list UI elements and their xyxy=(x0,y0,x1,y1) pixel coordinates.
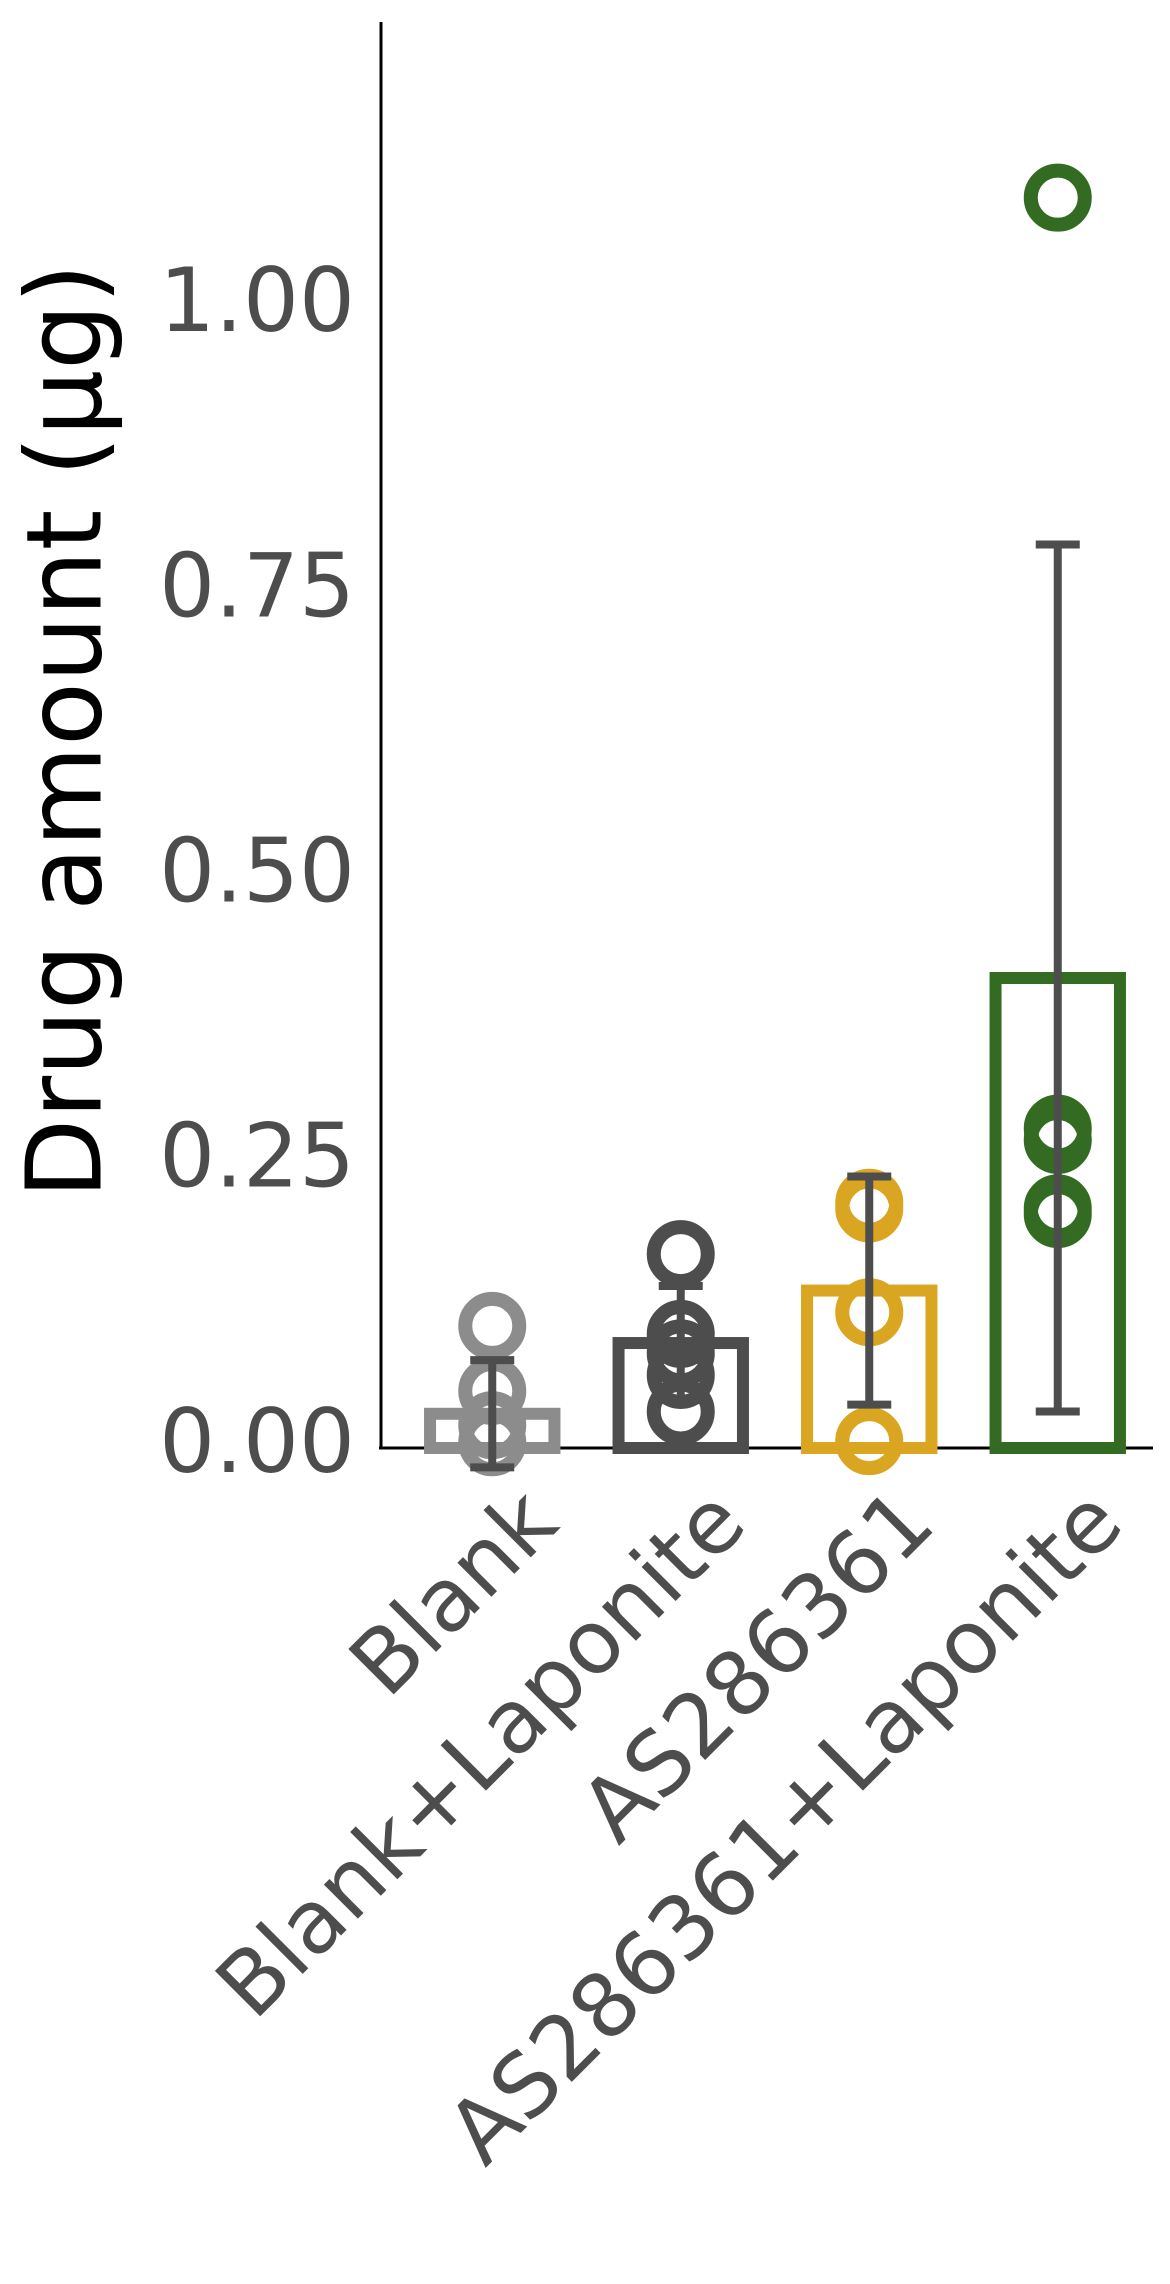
data-point xyxy=(458,1291,527,1360)
y-tick-label: 0.75 xyxy=(159,534,355,637)
data-point xyxy=(1023,163,1092,232)
error-bar xyxy=(1035,540,1080,1416)
error-bar xyxy=(658,1282,703,1405)
y-tick-label: 0.00 xyxy=(159,1390,355,1493)
data-point xyxy=(646,1220,715,1289)
y-tick-label: 0.25 xyxy=(159,1105,355,1208)
y-axis-title: Drug amount (μg) xyxy=(3,263,125,1199)
error-bar xyxy=(470,1356,515,1472)
error-bar xyxy=(847,1172,892,1409)
y-tick-label: 1.00 xyxy=(159,249,355,352)
y-tick-label: 0.50 xyxy=(159,820,355,923)
data-point xyxy=(835,1407,904,1476)
